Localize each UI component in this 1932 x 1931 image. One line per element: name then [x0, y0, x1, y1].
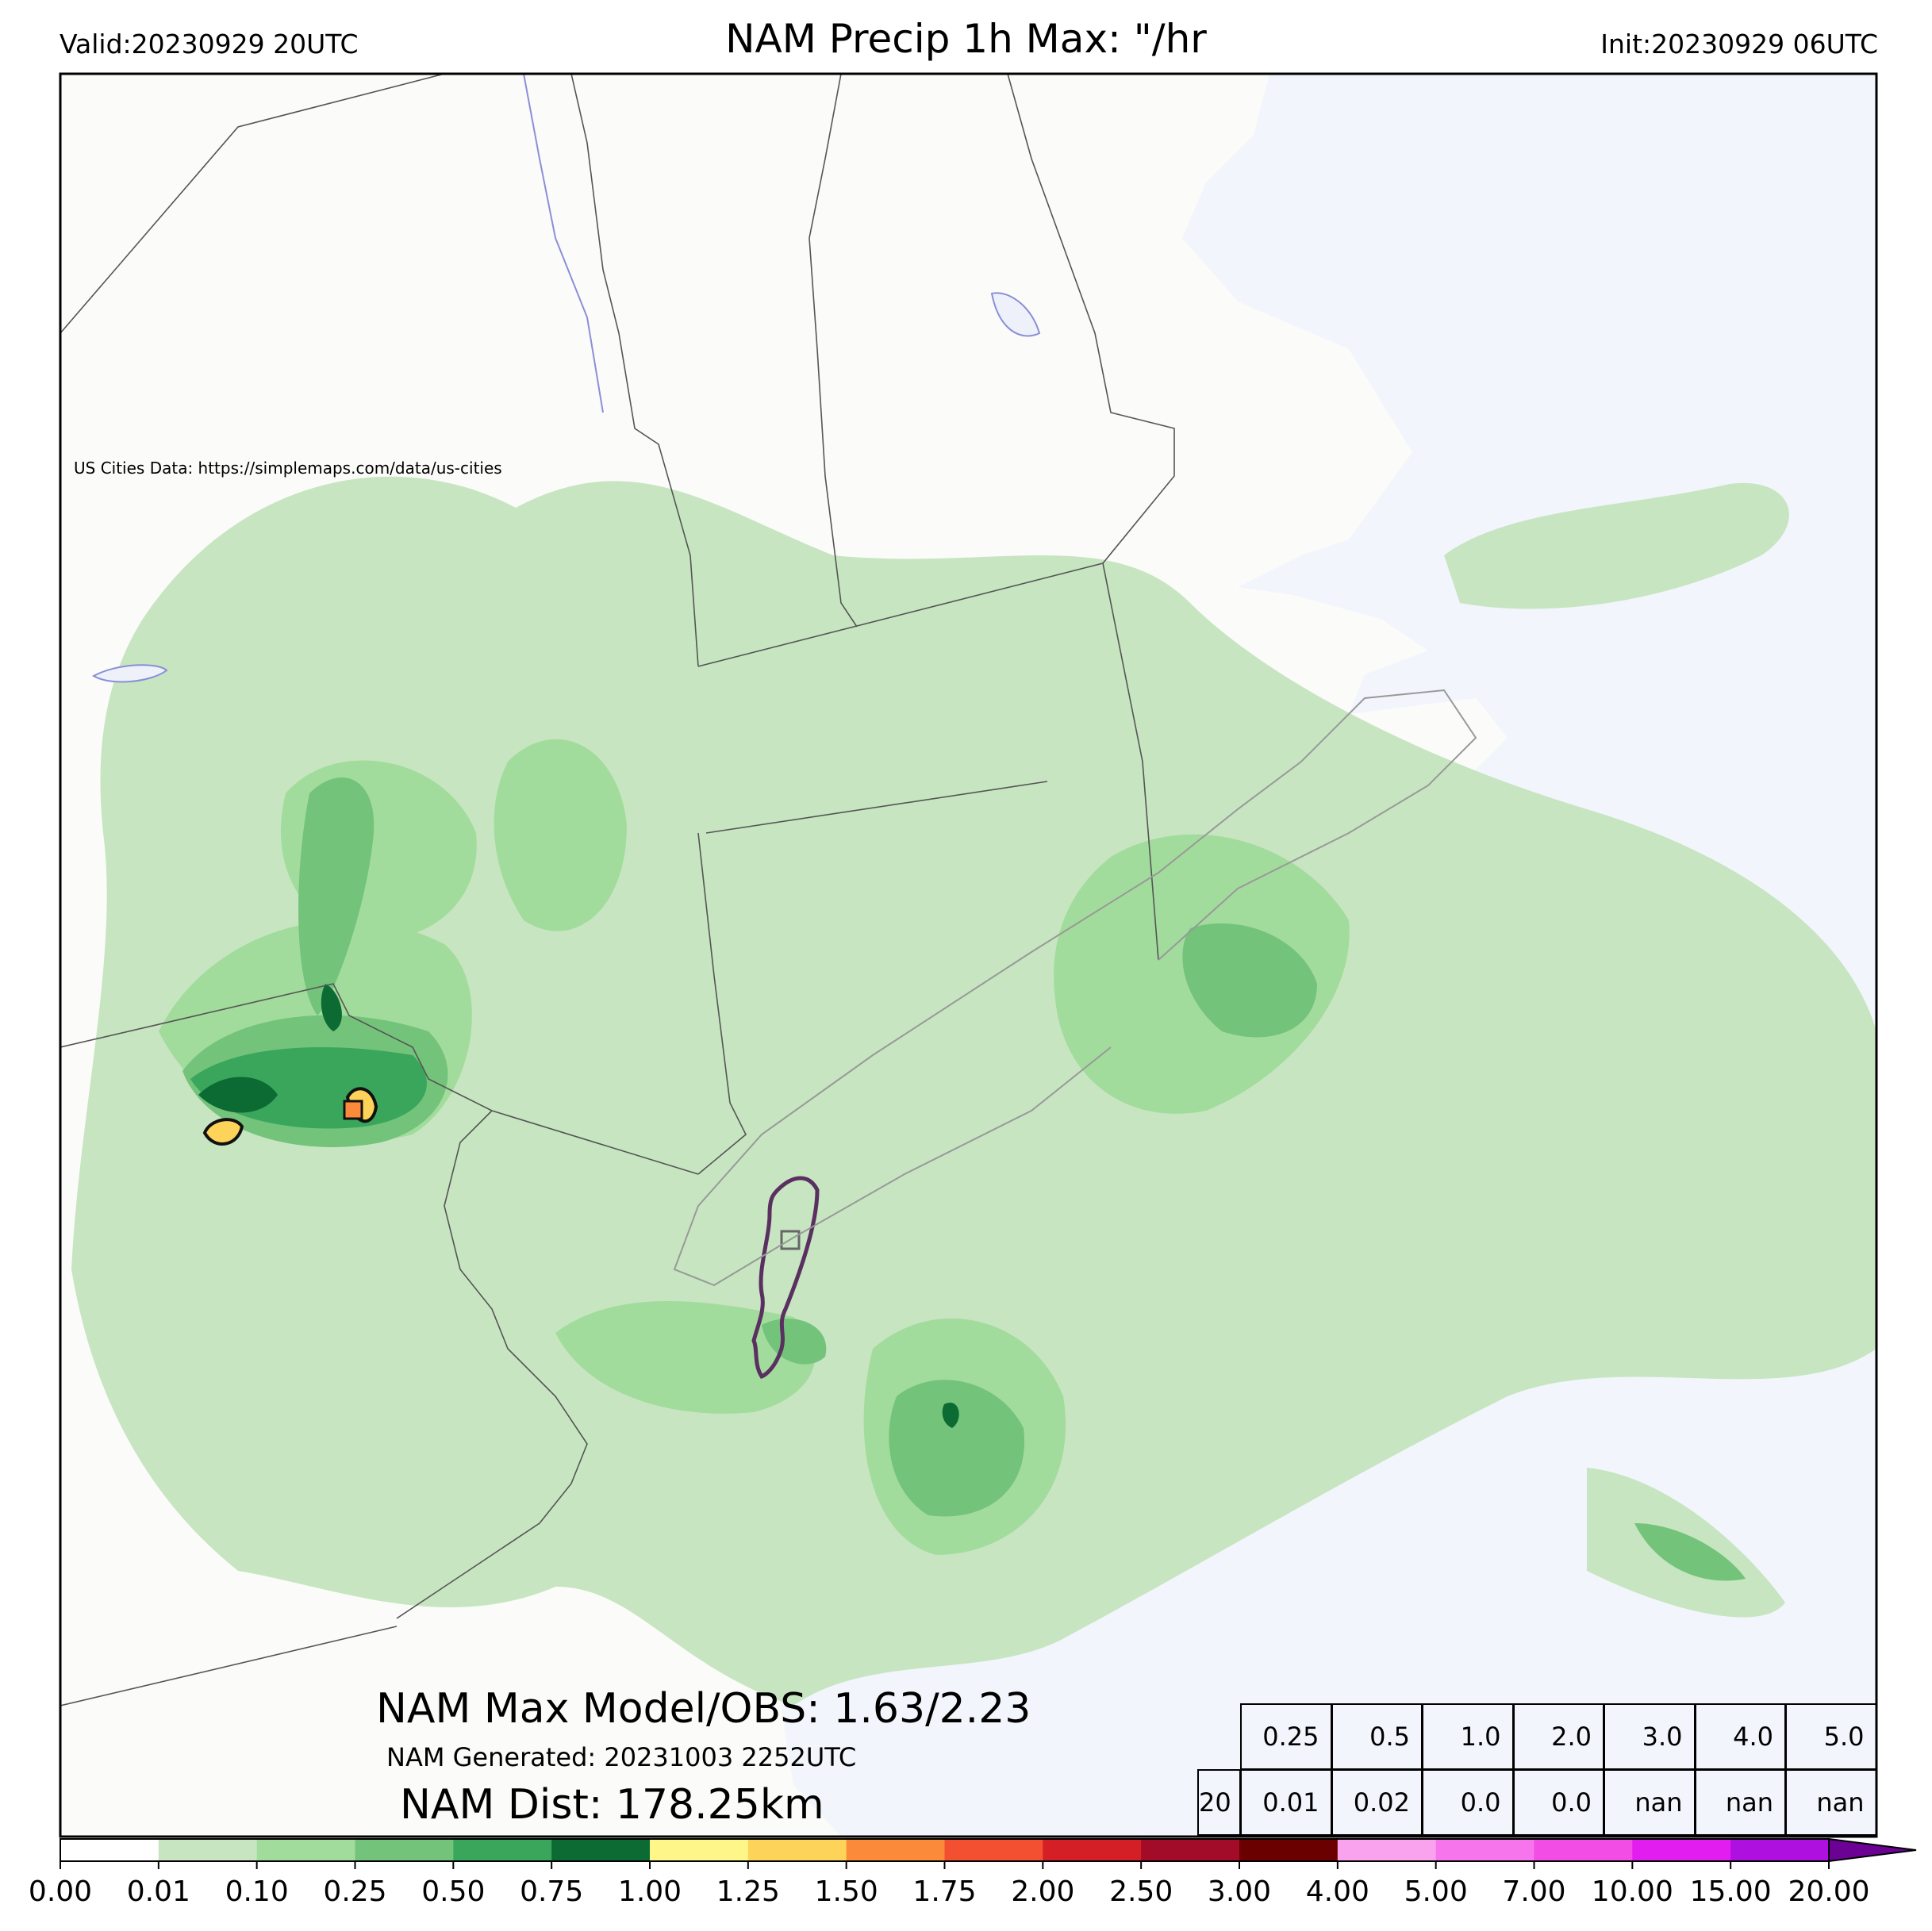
data-credit: US Cities Data: https://simplemaps.com/d…: [74, 459, 502, 478]
stats-value-cell: 0.02: [1331, 1769, 1423, 1836]
colorbar: [60, 1837, 1917, 1869]
colorbar-segment: [1534, 1839, 1633, 1861]
colorbar-tick-label: 1.75: [912, 1875, 977, 1908]
stats-value-cell: nan: [1604, 1769, 1696, 1836]
stats-table: 0.25 0.5 1.0 2.0 3.0 4.0 5.0 20 0.01 0.02 0.0 0.0 na…: [1197, 1703, 1877, 1836]
map-title: NAM Precip 1h Max: "/hr: [725, 16, 1207, 62]
colorbar-tick-label: 0.75: [520, 1875, 584, 1908]
valid-time: Valid:20230929 20UTC: [60, 29, 359, 60]
colorbar-tick-label: 0.10: [225, 1875, 289, 1908]
obs-marker: [780, 1230, 801, 1250]
max-model-obs-label: NAM Max Model/OBS: 1.63/2.23: [376, 1685, 1031, 1733]
stats-value-cell: 0.01: [1240, 1769, 1332, 1836]
colorbar-segment: [453, 1839, 552, 1861]
colorbar-tick-label: 1.00: [617, 1875, 682, 1908]
stats-row-label: 20: [1197, 1769, 1241, 1836]
coastline: [673, 689, 1477, 1287]
colorbar-segment: [256, 1839, 355, 1861]
colorbar-tick-label: 4.00: [1305, 1875, 1369, 1908]
colorbar-extend-arrow: [1828, 1837, 1917, 1863]
stats-header-cell: 2.0: [1512, 1703, 1604, 1770]
colorbar-segment: [1632, 1839, 1731, 1861]
colorbar-tick-label: 10.00: [1591, 1875, 1673, 1908]
stats-value-cell: 0.0: [1422, 1769, 1514, 1836]
stats-header-cell: 4.0: [1694, 1703, 1786, 1770]
colorbar-segment: [1239, 1839, 1339, 1861]
colorbar-tick-label: 20.00: [1788, 1875, 1870, 1908]
colorbar-segment: [158, 1839, 258, 1861]
stats-header-cell: 3.0: [1604, 1703, 1696, 1770]
colorbar-tick-label: 3.00: [1207, 1875, 1272, 1908]
colorbar-tick-label: 1.25: [716, 1875, 780, 1908]
colorbar-segment: [846, 1839, 945, 1861]
colorbar-segment: [1043, 1839, 1142, 1861]
map-frame: [59, 72, 1878, 1838]
colorbar-tick-label: 15.00: [1689, 1875, 1772, 1908]
colorbar-segment: [1141, 1839, 1240, 1861]
colorbar-tick-label: 0.00: [28, 1875, 93, 1908]
distance-label: NAM Dist: 178.25km: [400, 1781, 824, 1829]
colorbar-segment: [1435, 1839, 1534, 1861]
state-borders: [60, 74, 1175, 1706]
colorbar-segment: [747, 1839, 847, 1861]
stats-header-cell: 0.5: [1331, 1703, 1423, 1770]
colorbar-segment: [60, 1839, 159, 1861]
colorbar-segment: [355, 1839, 454, 1861]
colorbar-tick-label: 0.50: [421, 1875, 486, 1908]
colorbar-segment: [944, 1839, 1043, 1861]
colorbar-segment: [650, 1839, 749, 1861]
obs-contour: [751, 1176, 820, 1379]
colorbar-tick-label: 1.50: [814, 1875, 878, 1908]
colorbar-segment: [551, 1839, 651, 1861]
stats-value-cell: nan: [1694, 1769, 1786, 1836]
stats-header-cell: 0.25: [1240, 1703, 1332, 1770]
generated-label: NAM Generated: 20231003 2252UTC: [386, 1742, 857, 1772]
colorbar-tick-label: 7.00: [1502, 1875, 1566, 1908]
colorbar-segment: [1337, 1839, 1437, 1861]
colorbar-tick-label: 2.50: [1109, 1875, 1173, 1908]
colorbar-tick-label: 0.25: [323, 1875, 387, 1908]
stats-header-cell: 1.0: [1422, 1703, 1514, 1770]
stats-value-cell: nan: [1785, 1769, 1877, 1836]
colorbar-tick-label: 0.01: [126, 1875, 190, 1908]
precip-shading: [71, 476, 1876, 1706]
colorbar-tick-label: 2.00: [1011, 1875, 1075, 1908]
init-time: Init:20230929 06UTC: [1600, 29, 1878, 60]
colorbar-segment: [1730, 1839, 1830, 1861]
stats-value-cell: 0.0: [1512, 1769, 1604, 1836]
colorbar-tick-label: 5.00: [1404, 1875, 1468, 1908]
stats-header-cell: 5.0: [1785, 1703, 1877, 1770]
